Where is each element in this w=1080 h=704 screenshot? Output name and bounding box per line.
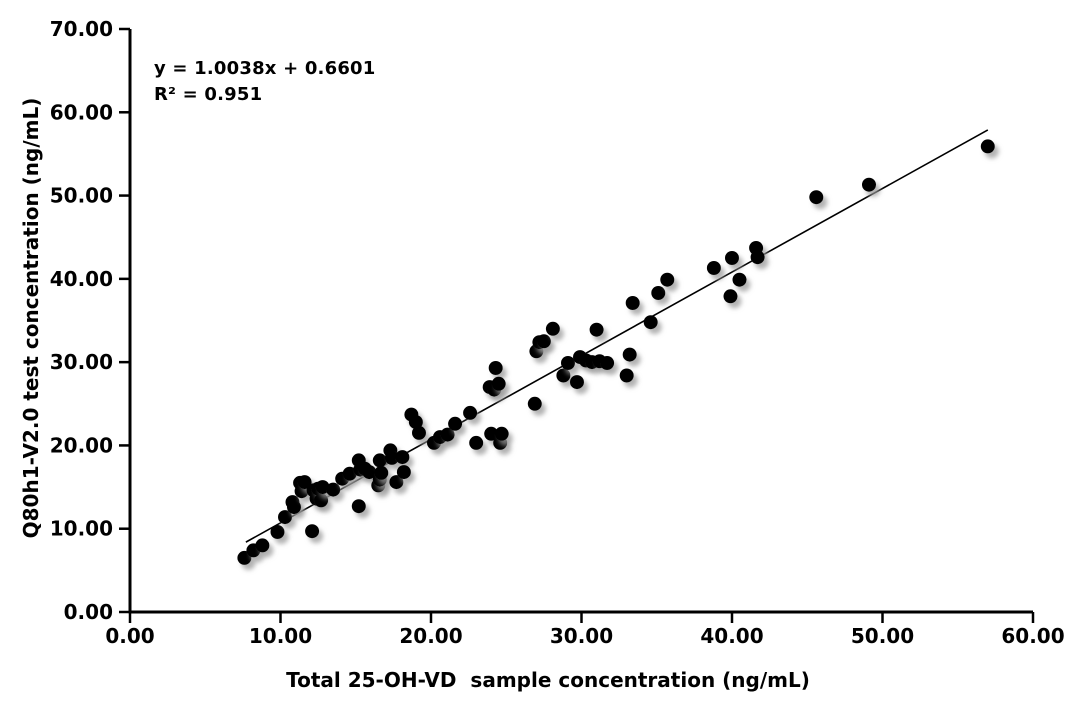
data-point: [374, 465, 389, 480]
data-point: [389, 475, 404, 490]
x-tick-label: 30.00: [550, 624, 613, 648]
data-point: [396, 465, 411, 480]
data-point: [536, 334, 551, 349]
data-point: [326, 482, 341, 497]
data-point: [660, 272, 675, 287]
x-tick-label: 0.00: [105, 624, 154, 648]
y-axis-title: Q80h1-V2.0 test concentration (ng/mL): [19, 98, 43, 539]
data-point: [491, 376, 506, 391]
data-point: [463, 405, 478, 420]
data-point: [315, 480, 330, 495]
data-point: [862, 177, 876, 192]
data-point: [625, 296, 640, 310]
data-point: [395, 450, 410, 465]
x-tick-label: 60.00: [1001, 624, 1064, 648]
data-point: [809, 190, 824, 205]
data-point: [706, 261, 721, 275]
x-tick-label: 40.00: [700, 624, 763, 648]
y-tick-label: 50.00: [50, 184, 113, 208]
data-point: [725, 251, 739, 265]
data-point: [494, 426, 509, 441]
data-point: [600, 356, 615, 370]
data-point: [651, 286, 666, 300]
data-point: [255, 538, 270, 553]
data-point: [561, 356, 575, 370]
data-point: [570, 375, 584, 390]
x-axis-title: Total 25-OH-VD sample concentration (ng/…: [286, 668, 810, 692]
data-point: [408, 415, 423, 430]
data-point: [362, 465, 377, 480]
data-point: [469, 435, 484, 450]
x-tick-label: 50.00: [851, 624, 914, 648]
y-tick-label: 60.00: [50, 100, 113, 124]
data-point: [270, 525, 285, 539]
data-point: [384, 450, 399, 465]
r-squared-label: R² = 0.951: [154, 84, 262, 105]
y-tick-label: 30.00: [50, 350, 113, 374]
data-point: [314, 493, 329, 508]
axes: 0.00 10.00 20.00 30.00 40.00 50.00 60.00 0.00 10…: [50, 17, 1065, 648]
data-point: [619, 368, 634, 383]
data-point: [545, 321, 560, 336]
y-tick-label: 40.00: [50, 267, 113, 291]
data-point: [278, 510, 292, 525]
data-point: [488, 361, 503, 375]
data-point: [351, 499, 366, 514]
data-point: [297, 475, 312, 490]
data-point: [556, 368, 571, 383]
data-point: [589, 322, 604, 337]
data-point: [622, 347, 637, 362]
data-point: [732, 272, 747, 287]
x-tick-label: 10.00: [249, 624, 312, 648]
data-point: [440, 427, 455, 442]
data-point: [342, 466, 357, 481]
data-point: [643, 315, 658, 330]
data-points: [237, 139, 995, 565]
data-point: [412, 425, 426, 440]
data-point: [750, 250, 765, 265]
y-tick-label: 0.00: [64, 600, 113, 624]
data-point: [287, 500, 301, 515]
data-point: [484, 426, 499, 441]
data-point: [305, 524, 320, 539]
data-point: [980, 139, 995, 154]
equation-label: y = 1.0038x + 0.6601: [154, 58, 376, 79]
data-point: [723, 289, 738, 304]
trendline: [245, 129, 989, 543]
data-point: [448, 416, 463, 431]
axis-spines: [128, 29, 1033, 614]
x-tick-label: 20.00: [399, 624, 462, 648]
data-point: [372, 453, 387, 468]
y-tick-label: 70.00: [50, 17, 113, 41]
y-tick-label: 10.00: [50, 517, 113, 541]
y-tick-label: 20.00: [50, 433, 113, 457]
data-point: [527, 396, 542, 411]
